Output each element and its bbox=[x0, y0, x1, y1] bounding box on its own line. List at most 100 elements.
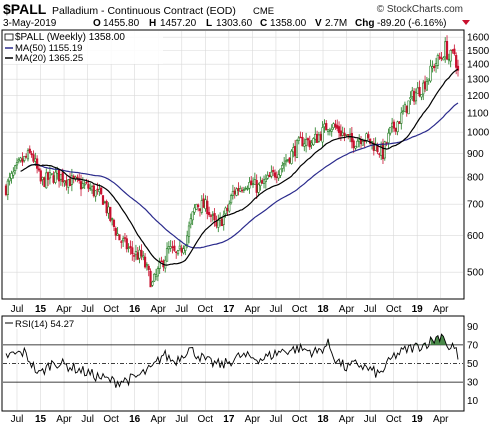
candle-body bbox=[264, 178, 267, 182]
candle-body bbox=[233, 190, 236, 195]
candle-body bbox=[310, 142, 313, 146]
open-label: O bbox=[93, 18, 101, 29]
candle-body bbox=[451, 49, 454, 51]
x-tick-label: Apr bbox=[150, 304, 166, 315]
price-x-axis: Jul 15 Apr Jul Oct 16 Apr Jul Oct 17 Apr Jul Oct 18 Ap… bbox=[11, 304, 450, 315]
candle-body bbox=[89, 187, 92, 190]
candle-body bbox=[63, 181, 66, 184]
rsi-label-background bbox=[3, 317, 77, 329]
candle-body bbox=[138, 249, 141, 259]
candle-body bbox=[259, 181, 262, 187]
candle-body bbox=[15, 162, 19, 166]
x-tick-label: Jul bbox=[175, 304, 188, 315]
candle-body bbox=[345, 134, 348, 136]
candle-body bbox=[204, 199, 207, 210]
candle-body bbox=[356, 140, 359, 148]
candle-body bbox=[308, 140, 311, 148]
rsi-x-axis: Jul 15 Apr Jul Oct 16 Apr Jul Oct 17 Apr Jul Oct 18 Ap… bbox=[11, 414, 450, 425]
candle-body bbox=[14, 165, 17, 172]
candle-body bbox=[455, 55, 458, 68]
price-y-tick-label: 1400 bbox=[467, 60, 490, 71]
candle-body bbox=[98, 189, 101, 193]
price-y-tick-label: 1600 bbox=[467, 33, 490, 44]
candle-body bbox=[41, 177, 44, 180]
candle-body bbox=[160, 260, 163, 263]
candle-body bbox=[306, 138, 310, 141]
candle-body bbox=[240, 189, 244, 192]
x-tick-label: 19 bbox=[412, 304, 424, 315]
rsi-panel: 10 30 50 70 90 RSI(14) 54.27 bbox=[1, 315, 479, 412]
candle-body bbox=[352, 140, 355, 149]
candle-body bbox=[140, 250, 143, 257]
candle-body bbox=[262, 179, 266, 184]
candle-body bbox=[143, 256, 147, 268]
candle-body bbox=[381, 143, 385, 160]
candle-body bbox=[118, 234, 121, 241]
candle-body bbox=[142, 255, 145, 258]
candle-body bbox=[151, 281, 154, 286]
x-tick-label: Oct bbox=[198, 414, 214, 425]
candle-body bbox=[416, 87, 419, 94]
price-y-tick-label: 1500 bbox=[467, 46, 490, 57]
x-tick-label: Jul bbox=[81, 304, 94, 315]
date-label: 3-May-2019 bbox=[3, 18, 57, 29]
candle-body bbox=[414, 92, 418, 102]
x-tick-label: 17 bbox=[223, 414, 235, 425]
candle-body bbox=[6, 180, 9, 195]
candle-body bbox=[321, 127, 324, 143]
down-arrow-icon bbox=[462, 20, 470, 25]
price-y-tick-label: 1300 bbox=[467, 75, 490, 86]
candle-body bbox=[347, 134, 350, 136]
candle-body bbox=[21, 158, 24, 163]
candle-body bbox=[19, 157, 22, 161]
candle-body bbox=[149, 270, 152, 288]
candle-body bbox=[195, 203, 198, 210]
candle-body bbox=[257, 184, 260, 193]
candle-body bbox=[85, 182, 88, 184]
high-label: H bbox=[149, 18, 156, 29]
candle-body bbox=[79, 181, 83, 190]
candle-body bbox=[312, 138, 315, 145]
rsi-gridlines bbox=[3, 317, 463, 410]
candle-body bbox=[59, 174, 62, 180]
candle-body bbox=[339, 130, 342, 137]
candle-body bbox=[387, 132, 390, 144]
candle-body bbox=[187, 225, 191, 237]
candle-body bbox=[48, 172, 52, 179]
candle-body bbox=[361, 141, 364, 146]
candle-body bbox=[131, 247, 134, 255]
volume-label: V bbox=[315, 18, 322, 29]
x-tick-label: Apr bbox=[339, 414, 355, 425]
close-label: C bbox=[260, 18, 267, 29]
price-y-tick-label: 1100 bbox=[467, 108, 489, 119]
price-panel: 500 600 700 800 900 1000 1100 1200 1300 1400 1500 1… bbox=[1, 29, 490, 300]
candle-body bbox=[92, 185, 95, 197]
candle-body bbox=[112, 219, 116, 227]
candle-body bbox=[288, 157, 291, 163]
candle-body bbox=[400, 112, 403, 124]
rsi-y-tick-label: 50 bbox=[467, 359, 479, 370]
candle-body bbox=[125, 238, 128, 250]
candle-body bbox=[193, 207, 196, 213]
candle-body bbox=[39, 170, 42, 182]
candle-body bbox=[429, 65, 432, 82]
candle-body bbox=[325, 123, 328, 131]
candle-body bbox=[394, 127, 397, 132]
candle-body bbox=[239, 188, 242, 192]
candle-body bbox=[154, 274, 158, 277]
candle-body bbox=[248, 182, 251, 189]
candle-body bbox=[334, 123, 337, 128]
candle-body bbox=[235, 188, 238, 196]
candle-body bbox=[32, 154, 35, 162]
candle-body bbox=[164, 259, 167, 269]
candle-body bbox=[81, 183, 84, 188]
x-tick-label: Apr bbox=[150, 414, 166, 425]
candle-body bbox=[407, 100, 410, 115]
candle-body bbox=[250, 180, 253, 185]
high-value: 1457.20 bbox=[160, 18, 197, 29]
price-y-tick-label: 700 bbox=[467, 200, 484, 211]
candle-body bbox=[449, 50, 452, 62]
rsi-y-tick-label: 70 bbox=[467, 340, 479, 351]
candle-body bbox=[433, 65, 436, 68]
